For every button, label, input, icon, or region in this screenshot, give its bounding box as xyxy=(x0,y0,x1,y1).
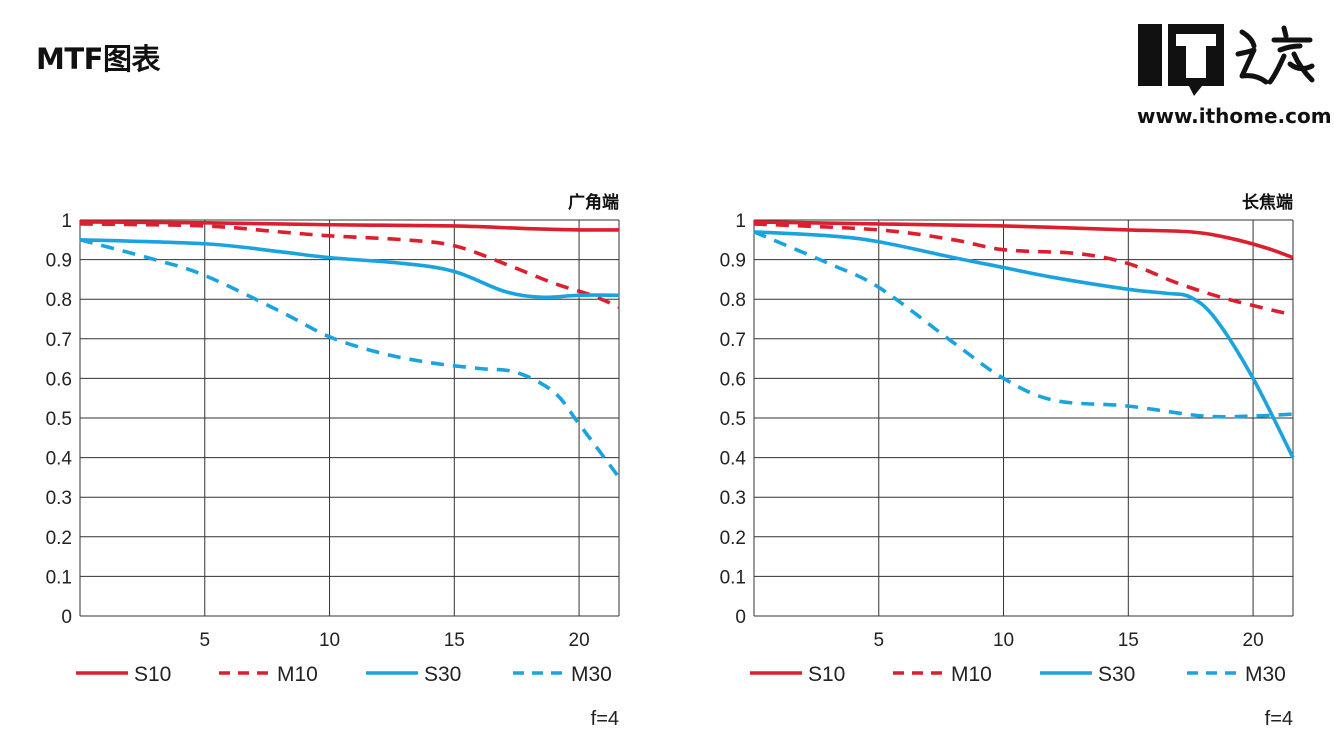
aperture-note: f=4 xyxy=(591,708,619,730)
y-tick-label: 0.1 xyxy=(46,567,72,588)
y-tick-label: 0.9 xyxy=(46,251,72,272)
aperture-note: f=4 xyxy=(1265,708,1293,730)
legend-label-s10: S10 xyxy=(134,663,171,686)
series-line-m10 xyxy=(79,222,620,309)
x-tick-label: 15 xyxy=(1118,630,1139,651)
chart-title: 长焦端 xyxy=(1242,192,1293,213)
page-title: MTF图表 xyxy=(36,42,160,76)
y-tick-label: 1 xyxy=(61,211,72,232)
legend-label-s30: S30 xyxy=(1098,663,1135,686)
series-line-s30 xyxy=(79,238,620,300)
legend-label-s30: S30 xyxy=(424,663,461,686)
series-line-m30 xyxy=(79,238,621,479)
y-tick-label: 0.2 xyxy=(720,528,746,549)
series-line-s10 xyxy=(753,220,1294,260)
legend-label-m30: M30 xyxy=(1245,663,1286,686)
legend-label-m10: M10 xyxy=(277,663,318,686)
series-line-s30 xyxy=(753,230,1295,459)
legend-label-m30: M30 xyxy=(571,663,612,686)
y-tick-label: 0.8 xyxy=(720,290,746,311)
series-line-m30 xyxy=(753,230,1294,419)
chart-1: 00.10.20.30.40.50.60.70.80.915 10 15 20广角端S… xyxy=(46,192,621,730)
y-tick-label: 0.3 xyxy=(720,488,746,509)
series-line-m10 xyxy=(753,222,1294,317)
x-tick-label: 10 xyxy=(993,630,1014,651)
y-tick-label: 0 xyxy=(61,607,72,628)
y-tick-label: 0.7 xyxy=(46,330,72,351)
logo-url: www.ithome.com xyxy=(1137,104,1332,128)
y-tick-label: 0.4 xyxy=(46,449,73,470)
y-tick-label: 0 xyxy=(735,607,746,628)
y-tick-label: 0.3 xyxy=(46,488,72,509)
x-tick-label: 5 xyxy=(199,630,210,651)
x-tick-label: 20 xyxy=(1243,630,1264,651)
legend-label-m10: M10 xyxy=(951,663,992,686)
y-tick-label: 0.5 xyxy=(46,409,72,430)
legend-label-s10: S10 xyxy=(808,663,845,686)
y-tick-label: 0.2 xyxy=(46,528,72,549)
x-tick-label: 10 xyxy=(319,630,340,651)
y-tick-label: 0.6 xyxy=(46,369,72,390)
ithome-logo xyxy=(1138,24,1315,96)
y-tick-label: 0.1 xyxy=(720,567,746,588)
y-tick-label: 1 xyxy=(735,211,746,232)
x-tick-label: 20 xyxy=(569,630,590,651)
y-tick-label: 0.6 xyxy=(720,369,746,390)
y-tick-label: 0.9 xyxy=(720,251,746,272)
logo-letter-i xyxy=(1138,24,1162,86)
y-tick-label: 0.8 xyxy=(46,290,72,311)
x-tick-label: 5 xyxy=(873,630,884,651)
x-tick-label: 15 xyxy=(444,630,465,651)
y-tick-label: 0.5 xyxy=(720,409,746,430)
chart-title: 广角端 xyxy=(568,192,619,213)
y-tick-label: 0.7 xyxy=(720,330,746,351)
series-line-s10 xyxy=(79,220,620,232)
y-tick-label: 0.4 xyxy=(720,449,747,470)
chart-2: 00.10.20.30.40.50.60.70.80.915 10 15 20长焦端S… xyxy=(720,192,1295,730)
